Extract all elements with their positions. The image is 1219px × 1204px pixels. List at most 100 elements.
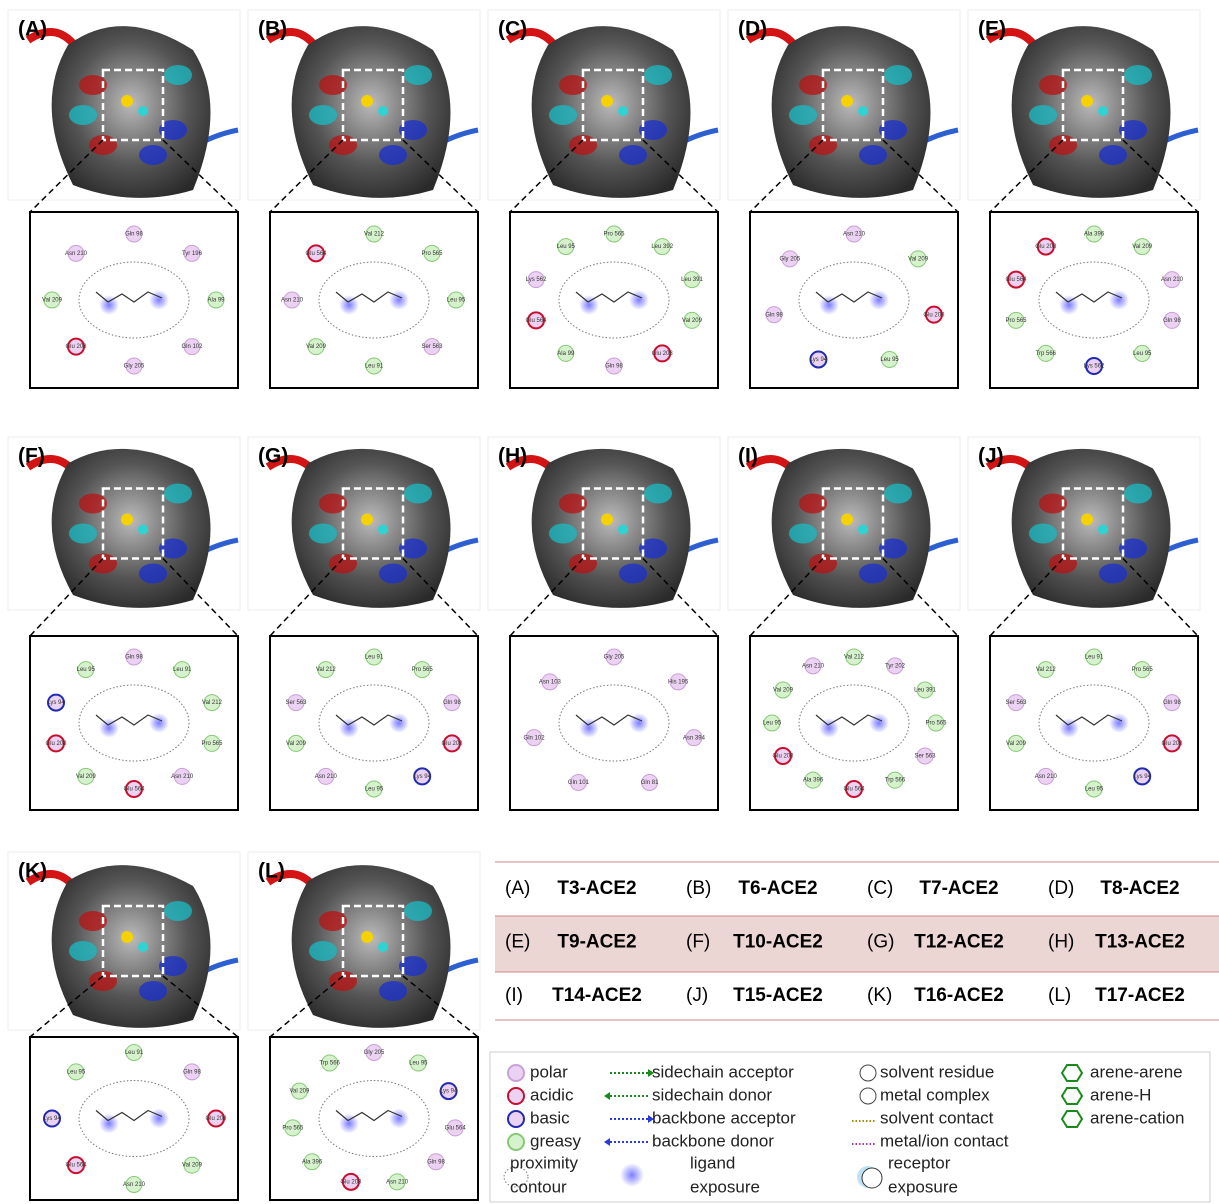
residue-label: Gln 98: [125, 232, 143, 238]
legend-text: basic: [530, 1108, 570, 1127]
table-key: (K): [867, 985, 892, 1006]
ligand: [1055, 291, 1123, 303]
ligand-exposure: [99, 1113, 119, 1134]
panel-label: (B): [258, 18, 287, 41]
table-key: (I): [505, 985, 523, 1006]
ligand-exposure: [99, 718, 119, 738]
ligand: [335, 1109, 403, 1122]
residue: [924, 305, 943, 324]
zoom-guide: [269, 975, 344, 1038]
residue-label: Val 209: [908, 256, 929, 262]
table-key: (C): [867, 878, 893, 899]
residue: [388, 1173, 406, 1191]
residue: [569, 773, 587, 791]
residue-label: Ala 396: [803, 778, 824, 784]
residue-label: Tyr 202: [885, 663, 906, 669]
residue: [125, 648, 143, 666]
residue-label: Gln 98: [1163, 318, 1181, 324]
surface-patch: [159, 538, 187, 559]
zoom-guide: [642, 139, 719, 213]
panel: (B) Val 212 Pro 565 Leu 95 Ser 563 Leu 91 Val …: [247, 9, 481, 389]
residue: [909, 250, 927, 268]
zoom-guide: [749, 139, 824, 213]
surface-patch: [164, 901, 192, 921]
ligand-atom: [601, 95, 613, 107]
residue-label: Val 209: [182, 1163, 203, 1169]
residue: [341, 1172, 360, 1191]
residue: [47, 734, 66, 753]
panel: (J) Leu 91 Pro 565 Gln 98 Glu 208 Lys 94 Leu 9…: [967, 436, 1201, 811]
legend-text: proximity: [510, 1153, 579, 1172]
ligand: [575, 714, 643, 726]
legend-text: backbone acceptor: [652, 1108, 796, 1127]
residue-label: Ser 563: [421, 344, 443, 350]
residue-label: Glu 564: [1006, 277, 1028, 283]
residue-label: Gln 98: [125, 655, 143, 661]
surface-patch: [789, 523, 817, 544]
residue: [1007, 734, 1025, 752]
ligand-atom: [841, 513, 853, 526]
legend-text: backbone donor: [652, 1131, 774, 1150]
ligand-atom: [121, 513, 133, 526]
residue-label: Asn 210: [65, 251, 88, 257]
ligand-atom: [138, 942, 148, 952]
zoom-guide: [1122, 139, 1199, 213]
surface-patch: [619, 563, 647, 584]
zoom-guide: [269, 557, 344, 637]
zoom-guide: [29, 139, 104, 213]
surface-patch: [79, 493, 107, 514]
residue: [683, 311, 701, 329]
residue-label: Gln 102: [524, 735, 546, 741]
residue-label: Pro 565: [282, 1125, 304, 1131]
surface-patch: [379, 563, 407, 584]
legend-frame: [489, 1051, 1211, 1203]
legend-icon: [861, 1167, 883, 1189]
table-key: (H): [1048, 932, 1074, 953]
zoom-region: [341, 904, 405, 978]
residue: [427, 1153, 445, 1171]
proximity-contour: [318, 261, 430, 339]
surface-patch: [139, 563, 167, 584]
ligand-atom: [841, 95, 853, 107]
surface-patch: [159, 956, 187, 976]
residue-label: Val 212: [844, 655, 865, 661]
residue-label: Glu 208: [205, 1116, 227, 1122]
residue: [317, 661, 335, 679]
residue: [765, 306, 783, 324]
residue: [1007, 694, 1025, 712]
residue-label: Glu 208: [1161, 741, 1183, 747]
residue: [804, 771, 822, 789]
residue-label: Trp 566: [885, 778, 906, 784]
surface-patch: [1039, 75, 1067, 95]
residue-label: Ser 563: [915, 754, 937, 760]
table-key: (G): [867, 932, 894, 953]
zoom-region: [101, 68, 165, 142]
surface-patch: [79, 911, 107, 931]
residue: [881, 350, 899, 368]
residue-label: Asn 210: [171, 774, 194, 780]
residue-label: Leu 95: [557, 244, 576, 250]
ligand-exposure: [1059, 295, 1079, 315]
table-key: (J): [686, 985, 708, 1006]
zoom-guide: [29, 557, 104, 637]
table-name: T9-ACE2: [557, 932, 636, 953]
residue-label: Val 212: [364, 232, 385, 238]
surface-patch: [399, 956, 427, 976]
residue-label: Gly 205: [364, 1050, 385, 1056]
residue: [605, 225, 623, 243]
surface-patch: [404, 483, 432, 504]
residue: [125, 1176, 143, 1193]
legend-text: greasy: [530, 1131, 582, 1150]
residue-label: Glu 208: [1035, 244, 1057, 250]
residue: [1133, 661, 1151, 679]
residue-label: Pro 565: [412, 667, 434, 673]
residue-label: Val 209: [773, 688, 794, 694]
residue: [173, 767, 191, 785]
zoom-region: [341, 68, 405, 142]
legend-text: solvent residue: [880, 1062, 994, 1081]
legend-text: arene-arene: [1090, 1062, 1183, 1081]
legend-icon: [859, 1087, 877, 1105]
residue-label: Ser 563: [286, 700, 308, 706]
legend-text: exposure: [690, 1177, 760, 1196]
residue: [1037, 661, 1055, 679]
